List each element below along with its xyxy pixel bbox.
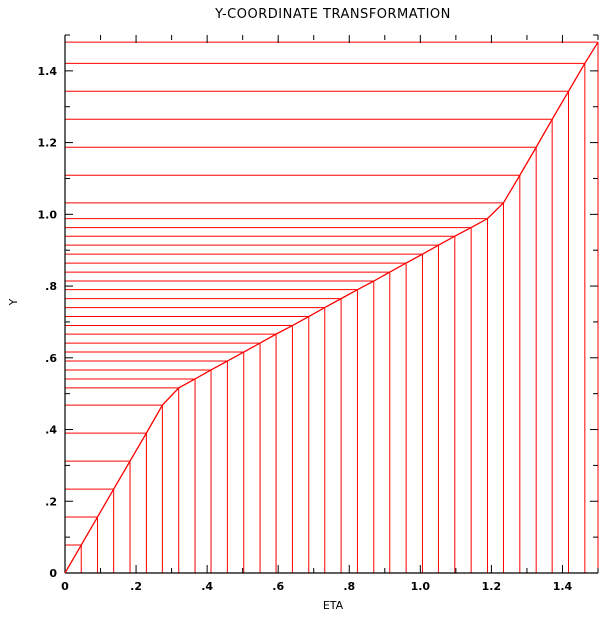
chart-title: Y-COORDINATE TRANSFORMATION (214, 7, 451, 22)
y-tick-label: 1.2 (38, 137, 58, 150)
y-tick-label: 0 (49, 567, 57, 580)
x-tick-label: 1.4 (553, 580, 573, 593)
x-tick-label: .2 (130, 580, 142, 593)
y-tick-label: .2 (45, 495, 57, 508)
y-axis-label: Y (7, 298, 20, 306)
x-tick-label: 1.2 (482, 580, 502, 593)
y-tick-label: .8 (45, 280, 57, 293)
axes (64, 35, 598, 574)
x-tick-label: .6 (272, 580, 284, 593)
ticks: 0 .2 .4 .6 .8 1.0 1.2 1.4 0 .2 .4 .6 .8 1.0 1.2 1.4 (38, 34, 599, 593)
y-tick-label: .4 (45, 424, 57, 437)
y-tick-label: 1.0 (38, 208, 58, 221)
grid-lines (65, 41, 599, 573)
x-tick-label: 1.0 (411, 580, 431, 593)
y-tick-label: 1.4 (38, 65, 58, 78)
x-tick-label: .8 (343, 580, 355, 593)
x-tick-label: .4 (201, 580, 213, 593)
transformation-curve (64, 41, 599, 574)
x-axis-label: ETA (323, 599, 344, 612)
x-tick-label: 0 (61, 580, 69, 593)
y-tick-label: .6 (45, 352, 57, 365)
curve (64, 41, 599, 574)
